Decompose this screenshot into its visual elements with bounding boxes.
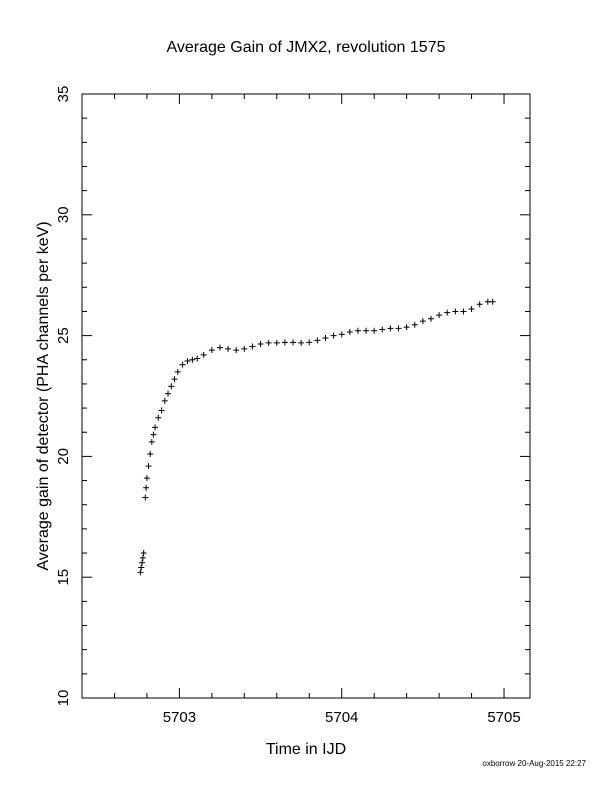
x-tick-label: 5703 (163, 709, 196, 726)
data-point (143, 475, 150, 482)
data-point (168, 383, 175, 390)
data-point (403, 324, 410, 331)
data-point (165, 390, 172, 397)
data-point (330, 332, 337, 339)
data-point (171, 376, 178, 383)
data-point (411, 321, 418, 328)
data-point (436, 312, 443, 319)
data-point (152, 424, 159, 431)
data-point (298, 339, 305, 346)
data-point (139, 554, 146, 561)
data-point (444, 309, 451, 316)
data-point (371, 327, 378, 334)
data-point (476, 301, 483, 308)
data-point (161, 397, 168, 404)
y-tick-label: 15 (55, 569, 72, 586)
data-point (452, 308, 459, 315)
y-axis-tick-labels: 10 15 20 25 30 35 (55, 86, 72, 707)
data-point (145, 463, 152, 470)
data-point (216, 344, 223, 351)
data-point (139, 559, 146, 566)
plot-frame (81, 93, 531, 699)
data-point (194, 355, 201, 362)
data-point (138, 564, 145, 571)
data-point (395, 325, 402, 332)
data-point (225, 345, 232, 352)
data-point (379, 326, 386, 333)
data-point (322, 335, 329, 342)
data-point (419, 318, 426, 325)
data-point (158, 407, 165, 414)
data-point (265, 339, 272, 346)
data-point (208, 347, 215, 354)
data-point (241, 345, 248, 352)
y-tick-label: 35 (55, 86, 72, 103)
y-axis-label: Average gain of detector (PHA channels p… (35, 221, 52, 570)
data-point (346, 328, 353, 335)
data-point (143, 484, 150, 491)
data-point (140, 550, 147, 557)
data-point (387, 325, 394, 332)
y-axis-ticks (82, 93, 530, 699)
data-point (281, 339, 288, 346)
data-point (155, 414, 162, 421)
data-point (257, 341, 264, 348)
data-point (306, 339, 313, 346)
data-point (179, 361, 186, 368)
y-tick-label: 25 (55, 327, 72, 344)
x-tick-label: 5704 (325, 709, 358, 726)
data-point (142, 494, 149, 501)
y-tick-label: 30 (55, 206, 72, 223)
data-point (314, 337, 321, 344)
x-axis-ticks (81, 94, 505, 698)
y-tick-label: 20 (55, 448, 72, 465)
data-point (427, 315, 434, 322)
data-point (189, 356, 196, 363)
data-points (137, 298, 496, 576)
x-axis-tick-labels: 5703 5704 5705 (163, 709, 521, 726)
chart-title: Average Gain of JMX2, revolution 1575 (167, 39, 446, 56)
data-point (273, 339, 280, 346)
data-point (184, 357, 191, 364)
data-point (147, 450, 154, 457)
data-point (468, 306, 475, 313)
x-tick-label: 5705 (487, 709, 520, 726)
data-point (137, 569, 144, 576)
data-point (233, 347, 240, 354)
data-point (363, 327, 370, 334)
data-point (460, 308, 467, 315)
x-axis-label: Time in IJD (266, 741, 346, 758)
data-point (290, 339, 297, 346)
data-point (200, 351, 207, 358)
data-point (148, 438, 155, 445)
data-point (354, 327, 361, 334)
data-point (174, 368, 181, 375)
data-point (249, 343, 256, 350)
y-tick-label: 10 (55, 690, 72, 707)
plot-credit: oxborrow 20-Aug-2015 22:27 (482, 759, 586, 768)
data-point (338, 331, 345, 338)
data-point (489, 298, 496, 305)
data-point (150, 431, 157, 438)
